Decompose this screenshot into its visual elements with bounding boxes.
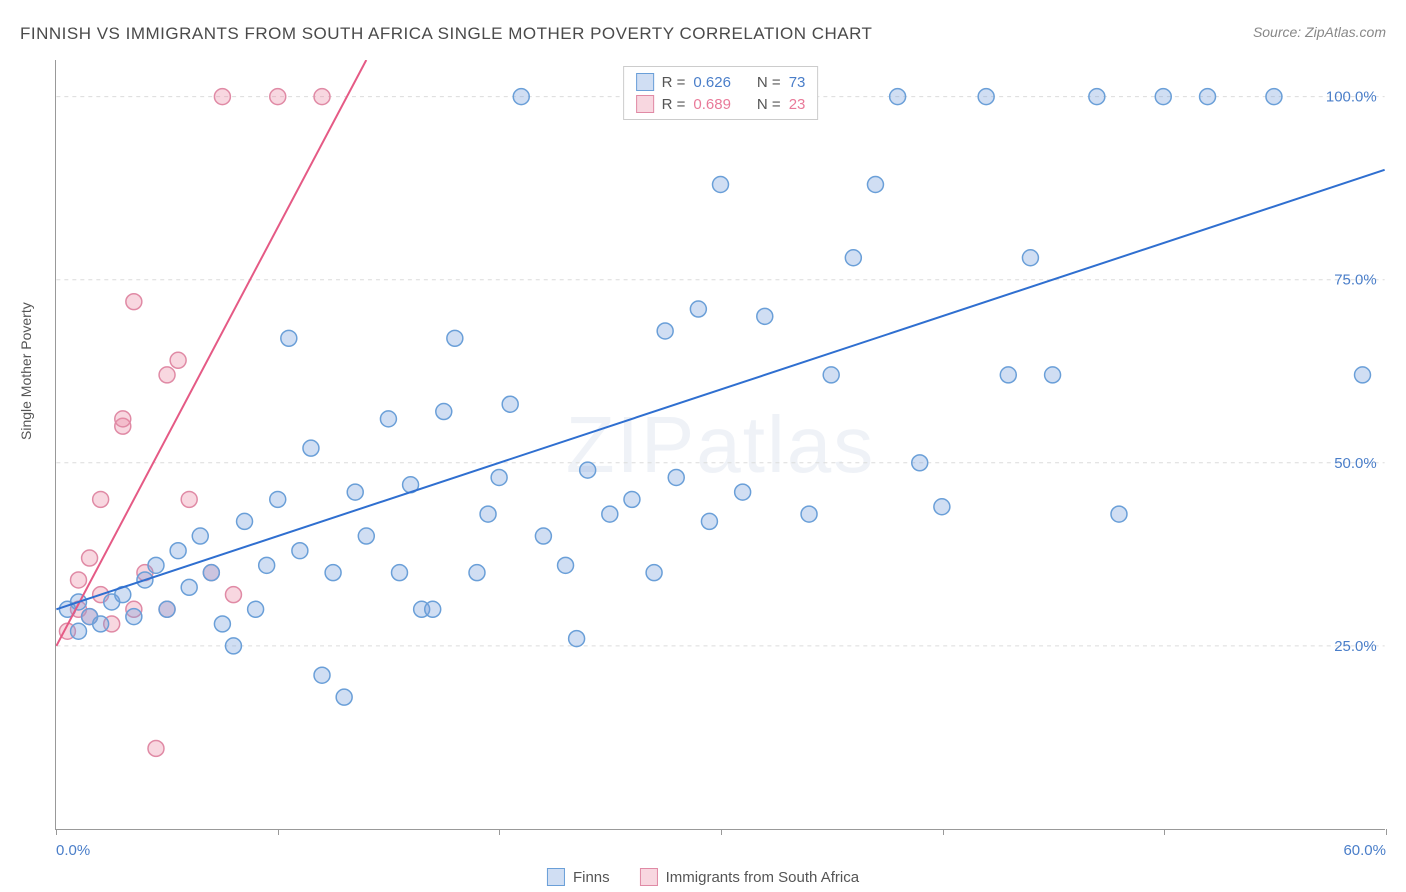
svg-text:75.0%: 75.0% [1334, 272, 1376, 289]
n-label: N = [757, 74, 781, 91]
plot-area: ZIPatlas 25.0%50.0%75.0%100.0% R = 0.626… [55, 60, 1385, 830]
legend-item-immigrants: Immigrants from South Africa [640, 868, 859, 886]
immigrants-n-value: 23 [789, 96, 806, 113]
finns-r-value: 0.626 [693, 74, 731, 91]
series-legend: Finns Immigrants from South Africa [547, 868, 859, 886]
finns-legend-swatch-icon [547, 868, 565, 886]
x-tick-label: 0.0% [56, 842, 90, 859]
immigrants-r-value: 0.689 [693, 96, 731, 113]
r-label: R = [662, 74, 686, 91]
n-label-2: N = [757, 96, 781, 113]
immigrants-legend-swatch-icon [640, 868, 658, 886]
finns-n-value: 73 [789, 74, 806, 91]
chart-container: FINNISH VS IMMIGRANTS FROM SOUTH AFRICA … [0, 0, 1406, 892]
y-axis-label: Single Mother Poverty [18, 302, 34, 440]
x-tick-label: 60.0% [1343, 842, 1386, 859]
scatter-svg: 25.0% 50.0% 75.0% 100.0% [56, 60, 1385, 829]
stats-row-immigrants: R = 0.689 N = 23 [636, 93, 806, 115]
source-label: Source: ZipAtlas.com [1253, 24, 1386, 40]
svg-text:100.0%: 100.0% [1326, 89, 1377, 106]
finns-legend-label: Finns [573, 869, 610, 886]
svg-text:50.0%: 50.0% [1334, 455, 1376, 472]
stats-row-finns: R = 0.626 N = 73 [636, 71, 806, 93]
finns-swatch-icon [636, 73, 654, 91]
immigrants-legend-label: Immigrants from South Africa [666, 869, 859, 886]
svg-text:25.0%: 25.0% [1334, 638, 1376, 655]
legend-item-finns: Finns [547, 868, 610, 886]
chart-title: FINNISH VS IMMIGRANTS FROM SOUTH AFRICA … [20, 24, 872, 44]
stats-legend: R = 0.626 N = 73 R = 0.689 N = 23 [623, 66, 819, 120]
r-label-2: R = [662, 96, 686, 113]
immigrants-swatch-icon [636, 95, 654, 113]
